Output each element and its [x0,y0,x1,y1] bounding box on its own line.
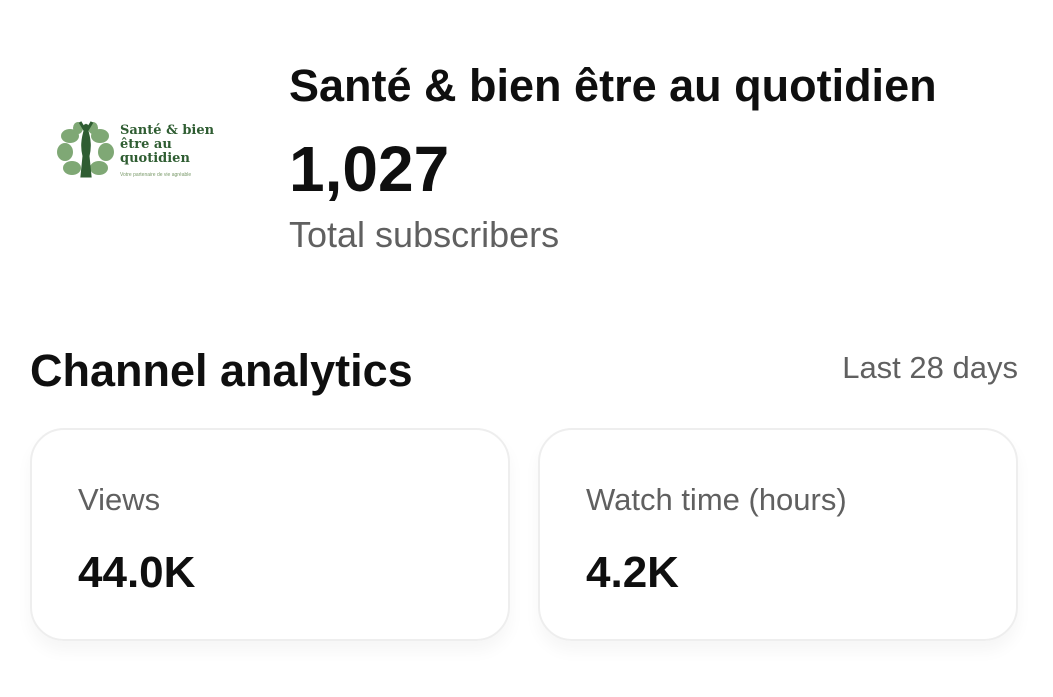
period-label: Last 28 days [842,350,1018,385]
logo-tagline: Votre partenaire de vie agréable [120,172,192,178]
card-value: 44.0K [78,548,196,597]
views-card[interactable]: Views 44.0K [30,428,510,641]
subscriber-count: 1,027 [289,133,450,205]
card-value: 4.2K [586,548,679,597]
card-label: Watch time (hours) [586,482,847,517]
watch-time-card[interactable]: Watch time (hours) 4.2K [538,428,1018,641]
channel-logo: Santé & bien être au quotidien Votre par… [56,118,226,184]
card-label: Views [78,482,161,517]
logo-text: Santé & bien être au quotidien [120,123,215,166]
leaf-woman-icon [57,121,114,178]
section-title: Channel analytics [30,345,413,396]
channel-name: Santé & bien être au quotidien [289,60,937,111]
subscriber-label: Total subscribers [289,214,560,255]
